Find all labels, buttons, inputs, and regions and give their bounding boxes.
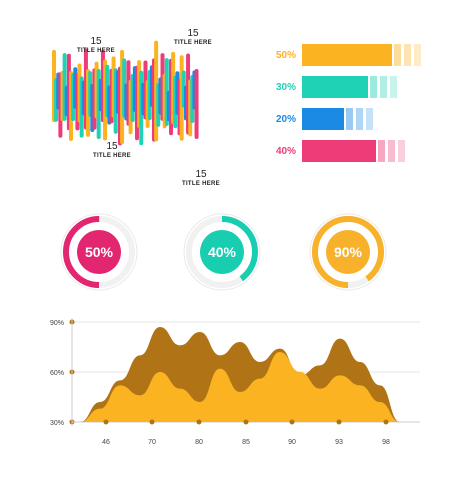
hbar-percent-label: 50%	[275, 50, 296, 61]
donut-arc	[63, 216, 135, 288]
x-tick-dot	[149, 419, 155, 425]
x-tick-label: 93	[335, 439, 343, 446]
hbar-percent-label: 40%	[275, 146, 296, 157]
x-tick-dot	[289, 419, 295, 425]
hbar-fill	[302, 108, 344, 130]
vbar-label: 15 TITLE HERE	[82, 141, 142, 160]
y-tick-label: 90%	[50, 320, 64, 327]
hbar-fill	[302, 44, 392, 66]
x-tick-dot	[383, 419, 389, 425]
vbar-label-number: 15	[106, 141, 118, 152]
x-tick-dot	[336, 419, 342, 425]
vbar-label: 15 TITLE HERE	[163, 28, 223, 47]
vbar-label: 15 TITLE HERE	[171, 169, 231, 188]
hbar-ghost-segment	[366, 108, 373, 130]
donut-value: 50%	[84, 244, 114, 260]
x-tick-label: 85	[242, 439, 250, 446]
x-tick-label: 46	[102, 439, 110, 446]
area-series-front	[80, 352, 400, 422]
hbar-ghost-segment	[370, 76, 377, 98]
donut-value: 40%	[207, 244, 237, 260]
hbar-percent-label: 20%	[275, 114, 296, 125]
hbar-ghost-segment	[346, 108, 353, 130]
hbar-ghost-segment	[398, 140, 405, 162]
x-tick-dot	[196, 419, 202, 425]
hbar-ghost-segment	[414, 44, 421, 66]
hbar-ghost-segment	[378, 140, 385, 162]
vbar-label-number: 15	[195, 169, 207, 180]
x-tick-label: 98	[382, 439, 390, 446]
hbar-fill	[302, 140, 376, 162]
hbar-percent-label: 30%	[275, 82, 296, 93]
hbar-ghost-segment	[388, 140, 395, 162]
hbar-ghost-segment	[390, 76, 397, 98]
vbar-label-number: 15	[90, 36, 102, 47]
vbar-label-text: TITLE HERE	[76, 48, 115, 54]
y-tick-label: 60%	[50, 370, 64, 377]
vbar-label-text: TITLE HERE	[181, 181, 220, 187]
x-tick-label: 70	[148, 439, 156, 446]
y-tick-label: 30%	[50, 420, 64, 427]
x-tick-label: 90	[288, 439, 296, 446]
donut-center	[326, 230, 370, 274]
x-tick-dot	[243, 419, 249, 425]
vbar-label-text: TITLE HERE	[92, 153, 131, 159]
donut-arc	[312, 216, 384, 288]
hbar-ghost-segment	[380, 76, 387, 98]
vbar-label-text: TITLE HERE	[173, 40, 212, 46]
hbar-ghost-segment	[404, 44, 411, 66]
vbar-label-number: 15	[187, 28, 199, 39]
donut-center	[200, 230, 244, 274]
hbar-fill	[302, 76, 368, 98]
donut-center	[77, 230, 121, 274]
vbar-label: 15 TITLE HERE	[66, 36, 126, 55]
donut-arc	[186, 216, 258, 288]
x-tick-label: 80	[195, 439, 203, 446]
hbar-ghost-segment	[394, 44, 401, 66]
x-tick-dot	[103, 419, 109, 425]
donut-value: 90%	[333, 244, 363, 260]
hbar-ghost-segment	[356, 108, 363, 130]
